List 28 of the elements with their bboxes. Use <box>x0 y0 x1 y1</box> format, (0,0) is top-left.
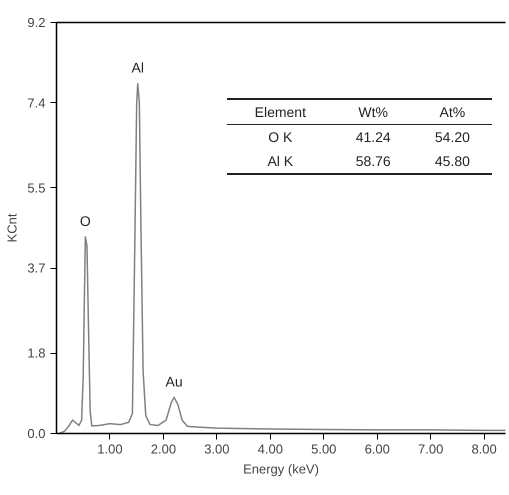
y-tick-label: 9.2 <box>27 15 46 30</box>
annotation: Au <box>166 373 183 390</box>
annotation: Al <box>132 60 144 76</box>
y-tick-label: 0.0 <box>27 426 46 441</box>
x-tick-label: 5.00 <box>311 442 336 456</box>
annotation: 45.80 <box>434 152 471 171</box>
annotation: At% <box>438 103 466 122</box>
annotation: 41.24 <box>354 128 392 147</box>
y-tick-label: 1.8 <box>27 346 46 361</box>
x-tick-label: 1.00 <box>97 442 123 456</box>
annotation: Al K <box>266 152 294 171</box>
x-tick-label: 8.00 <box>471 442 497 456</box>
x-tick-label: 7.00 <box>418 442 444 456</box>
x-tick-label: 3.00 <box>204 442 230 456</box>
y-axis-title: KCnt <box>4 213 20 242</box>
annotation: 58.76 <box>354 152 392 171</box>
annotation: O <box>80 212 91 229</box>
annotation: O K <box>267 128 294 147</box>
y-tick-label: 3.7 <box>27 260 46 276</box>
x-tick-label: 4.00 <box>258 442 283 456</box>
annotation: Element <box>254 103 307 122</box>
y-tick-label: 5.5 <box>27 180 46 196</box>
x-axis-title: Energy (keV) <box>243 462 319 476</box>
x-tick-label: 6.00 <box>364 442 390 456</box>
x-tick-label: 2.00 <box>150 442 176 456</box>
y-tick-label: 7.4 <box>27 95 46 110</box>
annotation: Wt% <box>357 103 389 122</box>
annotation: 54.20 <box>434 128 471 147</box>
